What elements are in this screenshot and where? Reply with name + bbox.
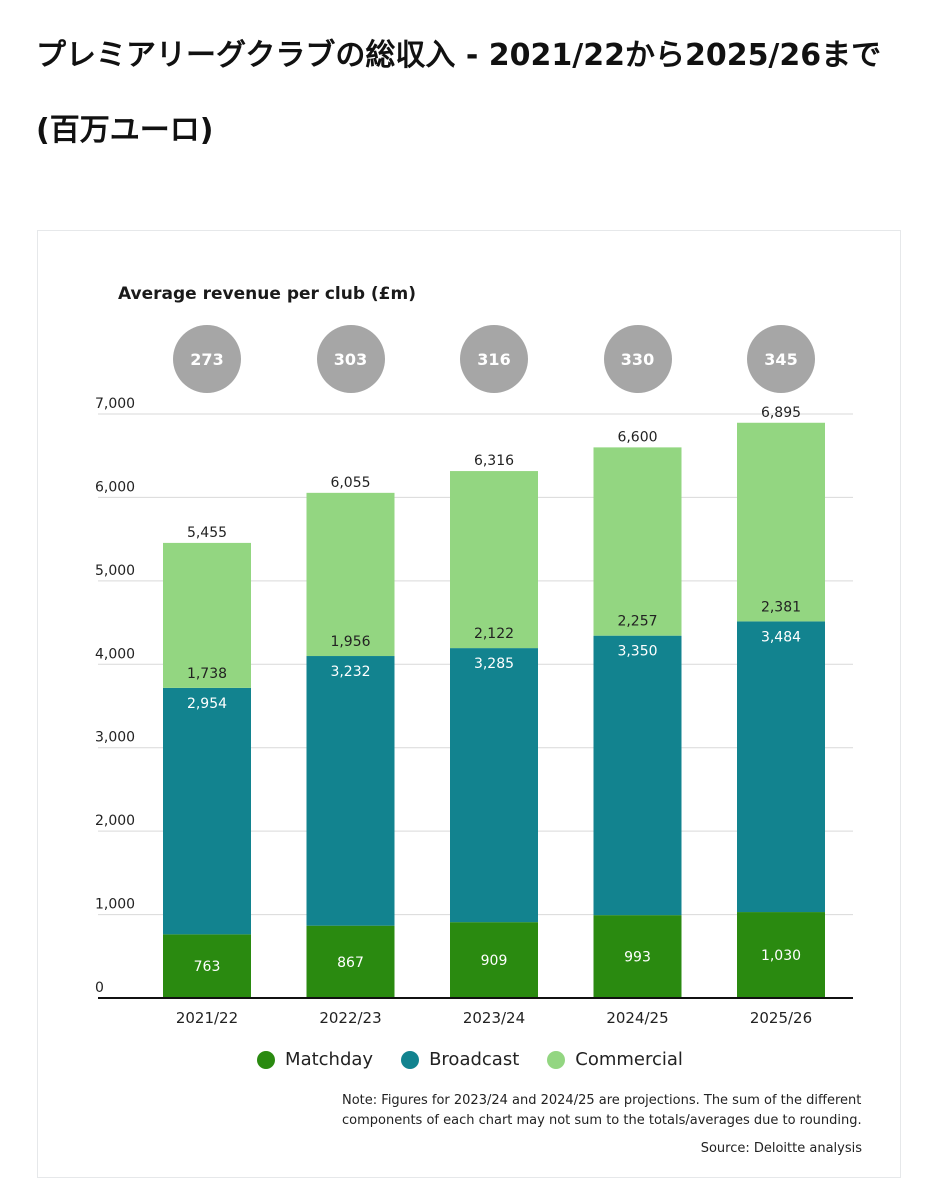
- data-label-matchday: 909: [481, 953, 508, 969]
- data-label-commercial: 2,257: [617, 614, 657, 630]
- legend-item-broadcast: Broadcast: [401, 1049, 519, 1070]
- bar-matchday: [737, 912, 825, 998]
- x-tick-label: 2022/23: [319, 1009, 381, 1027]
- y-tick-label: 0: [95, 980, 104, 996]
- chart-note: Note: Figures for 2023/24 and 2024/25 ar…: [342, 1093, 862, 1128]
- page-title: プレミアリーグクラブの総収入 - 2021/22から2025/26まで (百万ユ…: [36, 38, 882, 148]
- bar-matchday: [163, 934, 251, 998]
- data-label-broadcast: 3,232: [330, 664, 370, 680]
- y-tick-label: 7,000: [95, 396, 135, 412]
- y-tick-label: 2,000: [95, 813, 135, 829]
- legend-item-matchday: Matchday: [257, 1049, 373, 1070]
- total-label: 6,600: [617, 429, 657, 445]
- chart-legend: Matchday Broadcast Commercial: [38, 1049, 902, 1070]
- legend-item-commercial: Commercial: [547, 1049, 683, 1070]
- y-tick-label: 4,000: [95, 646, 135, 662]
- bar-commercial: [163, 542, 251, 688]
- bar-matchday: [450, 922, 538, 998]
- data-label-broadcast: 3,350: [617, 644, 657, 660]
- legend-dot-broadcast: [401, 1050, 420, 1069]
- data-label-commercial: 2,381: [761, 599, 801, 615]
- legend-label-matchday: Matchday: [285, 1049, 374, 1070]
- y-tick-label: 5,000: [95, 563, 135, 579]
- y-tick-label: 3,000: [95, 730, 135, 746]
- bar-commercial: [737, 422, 825, 622]
- x-tick-label: 2023/24: [463, 1009, 525, 1027]
- total-label: 6,895: [761, 405, 801, 421]
- average-bubble: 345: [747, 325, 815, 393]
- legend-label-commercial: Commercial: [575, 1049, 683, 1070]
- legend-dot-matchday: [257, 1050, 276, 1069]
- x-tick-label: 2024/25: [606, 1009, 668, 1027]
- x-tick-label: 2021/22: [176, 1009, 238, 1027]
- data-label-commercial: 2,122: [474, 626, 514, 642]
- bar-broadcast: [450, 648, 538, 923]
- chart-card: Average revenue per club (£m) 273 303 316 3…: [37, 230, 901, 1178]
- average-bubble: 273: [173, 325, 241, 393]
- average-bubble: 330: [603, 325, 672, 393]
- bar-broadcast: [163, 687, 251, 935]
- data-label-matchday: 763: [194, 959, 221, 975]
- data-label-matchday: 1,030: [761, 948, 801, 964]
- data-label-commercial: 1,956: [330, 634, 370, 650]
- legend-dot-commercial: [547, 1050, 566, 1069]
- average-bubble: 303: [316, 325, 385, 393]
- data-label-matchday: 867: [337, 955, 364, 971]
- average-bubble: 316: [460, 325, 528, 393]
- bar-commercial: [450, 471, 538, 649]
- total-label: 6,316: [474, 453, 514, 469]
- average-revenue-title: Average revenue per club (£m): [118, 284, 416, 304]
- total-label: 6,055: [330, 475, 370, 491]
- bar-commercial: [306, 492, 395, 657]
- data-label-broadcast: 3,285: [474, 656, 514, 672]
- x-tick-label: 2025/26: [750, 1009, 812, 1027]
- legend-label-broadcast: Broadcast: [429, 1049, 520, 1070]
- stacked-bar-chart: 0 1,000 2,000 3,000 4,000 5,000 6,000 7,000 763 2…: [95, 396, 853, 1027]
- y-tick-label: 6,000: [95, 479, 135, 495]
- total-label: 5,455: [187, 525, 227, 541]
- data-label-commercial: 1,738: [187, 666, 227, 682]
- data-label-matchday: 993: [624, 950, 651, 966]
- bar-matchday: [593, 915, 682, 998]
- chart-source: Source: Deloitte analysis: [700, 1141, 862, 1156]
- bar-broadcast: [737, 621, 825, 913]
- data-label-broadcast: 2,954: [187, 696, 227, 712]
- bar-broadcast: [306, 656, 395, 926]
- bar-matchday: [306, 925, 395, 998]
- y-tick-label: 1,000: [95, 897, 135, 913]
- bar-broadcast: [593, 635, 682, 916]
- data-label-broadcast: 3,484: [761, 629, 801, 645]
- bar-commercial: [593, 447, 682, 636]
